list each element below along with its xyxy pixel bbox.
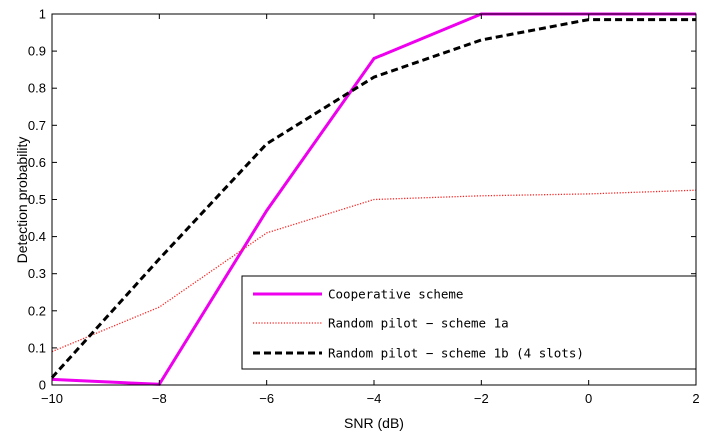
x-tick-label: −6	[259, 391, 274, 406]
y-tick-label: 1	[39, 7, 46, 22]
x-tick-label: −4	[367, 391, 382, 406]
series-line-2	[51, 189, 697, 353]
series-line-3	[50, 18, 696, 379]
legend-label-1: Cooperative scheme	[328, 287, 463, 302]
y-tick-label: 0.9	[28, 44, 46, 59]
axis-tick-labels: −10 −8 −6 −4 −2 0 2 0 0.1 0.2 0.3 0.4 0.5 0.6 0.7 0.8 0.…	[28, 7, 700, 407]
y-tick-label: 0.5	[28, 192, 46, 207]
y-tick-label: 0.7	[28, 118, 46, 133]
legend: Cooperative scheme Random pilot − scheme …	[241, 275, 697, 370]
y-tick-label: 0.8	[28, 81, 46, 96]
y-tick-label: 0.2	[28, 303, 46, 318]
x-tick-label: −10	[41, 391, 63, 406]
y-axis-label: Detection probability	[14, 137, 30, 264]
x-axis-label: SNR (dB)	[344, 415, 404, 431]
y-tick-label: 0.4	[28, 229, 46, 244]
legend-label-2: Random pilot − scheme 1a	[328, 316, 509, 331]
x-tick-label: 2	[692, 391, 699, 406]
x-tick-label: −2	[474, 391, 489, 406]
y-tick-label: 0	[39, 378, 46, 393]
legend-label-3: Random pilot − scheme 1b (4 slots)	[328, 346, 584, 361]
x-tick-label: 0	[585, 391, 592, 406]
y-tick-label: 0.1	[28, 340, 46, 355]
x-tick-label: −8	[152, 391, 167, 406]
y-tick-label: 0.3	[28, 266, 46, 281]
y-tick-label: 0.6	[28, 155, 46, 170]
